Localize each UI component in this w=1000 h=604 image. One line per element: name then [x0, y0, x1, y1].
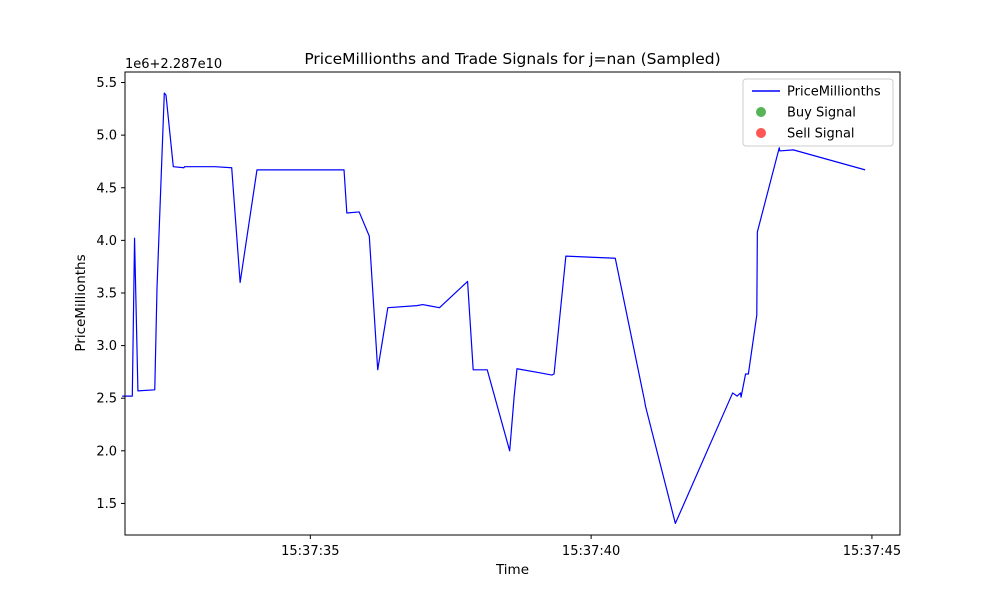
data-point — [310, 169, 311, 170]
data-point — [645, 406, 646, 407]
x-tick-label: 15:37:35 — [281, 544, 339, 559]
y-tick-label: 3.5 — [96, 286, 117, 301]
data-point — [377, 369, 378, 370]
data-point — [779, 150, 780, 151]
data-point — [516, 368, 517, 369]
data-point — [346, 212, 347, 213]
y-axis-label: PriceMillionths — [73, 254, 89, 351]
data-point — [793, 149, 794, 150]
plot-area: 1.5 2.0 2.5 3.0 3.5 4.0 4.5 5.0 5.5 15:37:35 15:37… — [96, 71, 901, 559]
y-tick-label: 5.0 — [96, 129, 117, 144]
data-point — [256, 169, 257, 170]
data-point — [565, 256, 566, 257]
data-point — [540, 372, 541, 373]
data-point — [732, 392, 733, 393]
data-point — [745, 373, 746, 374]
data-point — [473, 369, 474, 370]
data-point — [737, 396, 738, 397]
legend-box — [742, 78, 894, 147]
data-point — [551, 374, 552, 375]
legend-marker-swatch — [756, 107, 766, 117]
y-tick-label: 1.5 — [96, 497, 117, 512]
data-point — [122, 396, 123, 397]
y-tick-label: 4.5 — [96, 181, 117, 196]
data-point — [439, 307, 440, 308]
data-point — [214, 166, 215, 167]
series-line-0 — [122, 92, 866, 525]
legend-entry-label: Buy Signal — [787, 106, 856, 121]
data-point — [231, 167, 232, 168]
y-tick-label: 5.5 — [96, 76, 117, 91]
data-point — [359, 211, 360, 212]
data-point — [240, 282, 241, 283]
data-point — [615, 258, 616, 259]
y-tick-label: 2.5 — [96, 392, 117, 407]
y-tick-label: 4.0 — [96, 234, 117, 249]
data-point — [644, 400, 645, 401]
data-point — [183, 167, 184, 168]
legend-marker-swatch — [756, 128, 766, 138]
legend-entry-label: Sell Signal — [787, 127, 855, 142]
y-axis-offset-label: 1e6+2.287e10 — [125, 57, 222, 72]
legend: PriceMillionths Buy Signal Sell Signal — [742, 78, 894, 147]
axes-frame — [124, 71, 901, 536]
data-point — [416, 305, 417, 306]
data-point — [422, 304, 423, 305]
data-point — [553, 373, 554, 374]
data-point — [134, 238, 135, 239]
data-point — [779, 147, 780, 148]
data-point — [165, 95, 166, 96]
data-point — [154, 389, 155, 390]
data-point — [487, 369, 488, 370]
data-point — [173, 166, 174, 167]
chart-title: PriceMillionths and Trade Signals for j=… — [304, 50, 720, 68]
x-tick-label: 15:37:45 — [843, 544, 901, 559]
y-tick-label: 2.0 — [96, 444, 117, 459]
data-point — [757, 231, 758, 232]
data-point — [675, 523, 676, 524]
data-point — [132, 396, 133, 397]
data-point — [509, 450, 510, 451]
data-point — [156, 287, 157, 288]
x-tick-label: 15:37:40 — [562, 544, 620, 559]
x-axis-label: Time — [495, 562, 529, 578]
data-point — [756, 314, 757, 315]
data-point — [369, 236, 370, 237]
data-point — [740, 392, 741, 393]
data-point — [865, 169, 866, 170]
legend-entry-label: PriceMillionths — [787, 85, 881, 100]
data-point — [467, 281, 468, 282]
data-point — [748, 373, 749, 374]
data-point — [164, 92, 165, 93]
data-point — [740, 397, 741, 398]
data-point — [343, 169, 344, 170]
data-point — [387, 307, 388, 308]
data-point — [192, 166, 193, 167]
data-point — [514, 396, 515, 397]
y-tick-label: 3.0 — [96, 339, 117, 354]
data-point — [428, 305, 429, 306]
data-point — [137, 390, 138, 391]
data-point — [184, 166, 185, 167]
